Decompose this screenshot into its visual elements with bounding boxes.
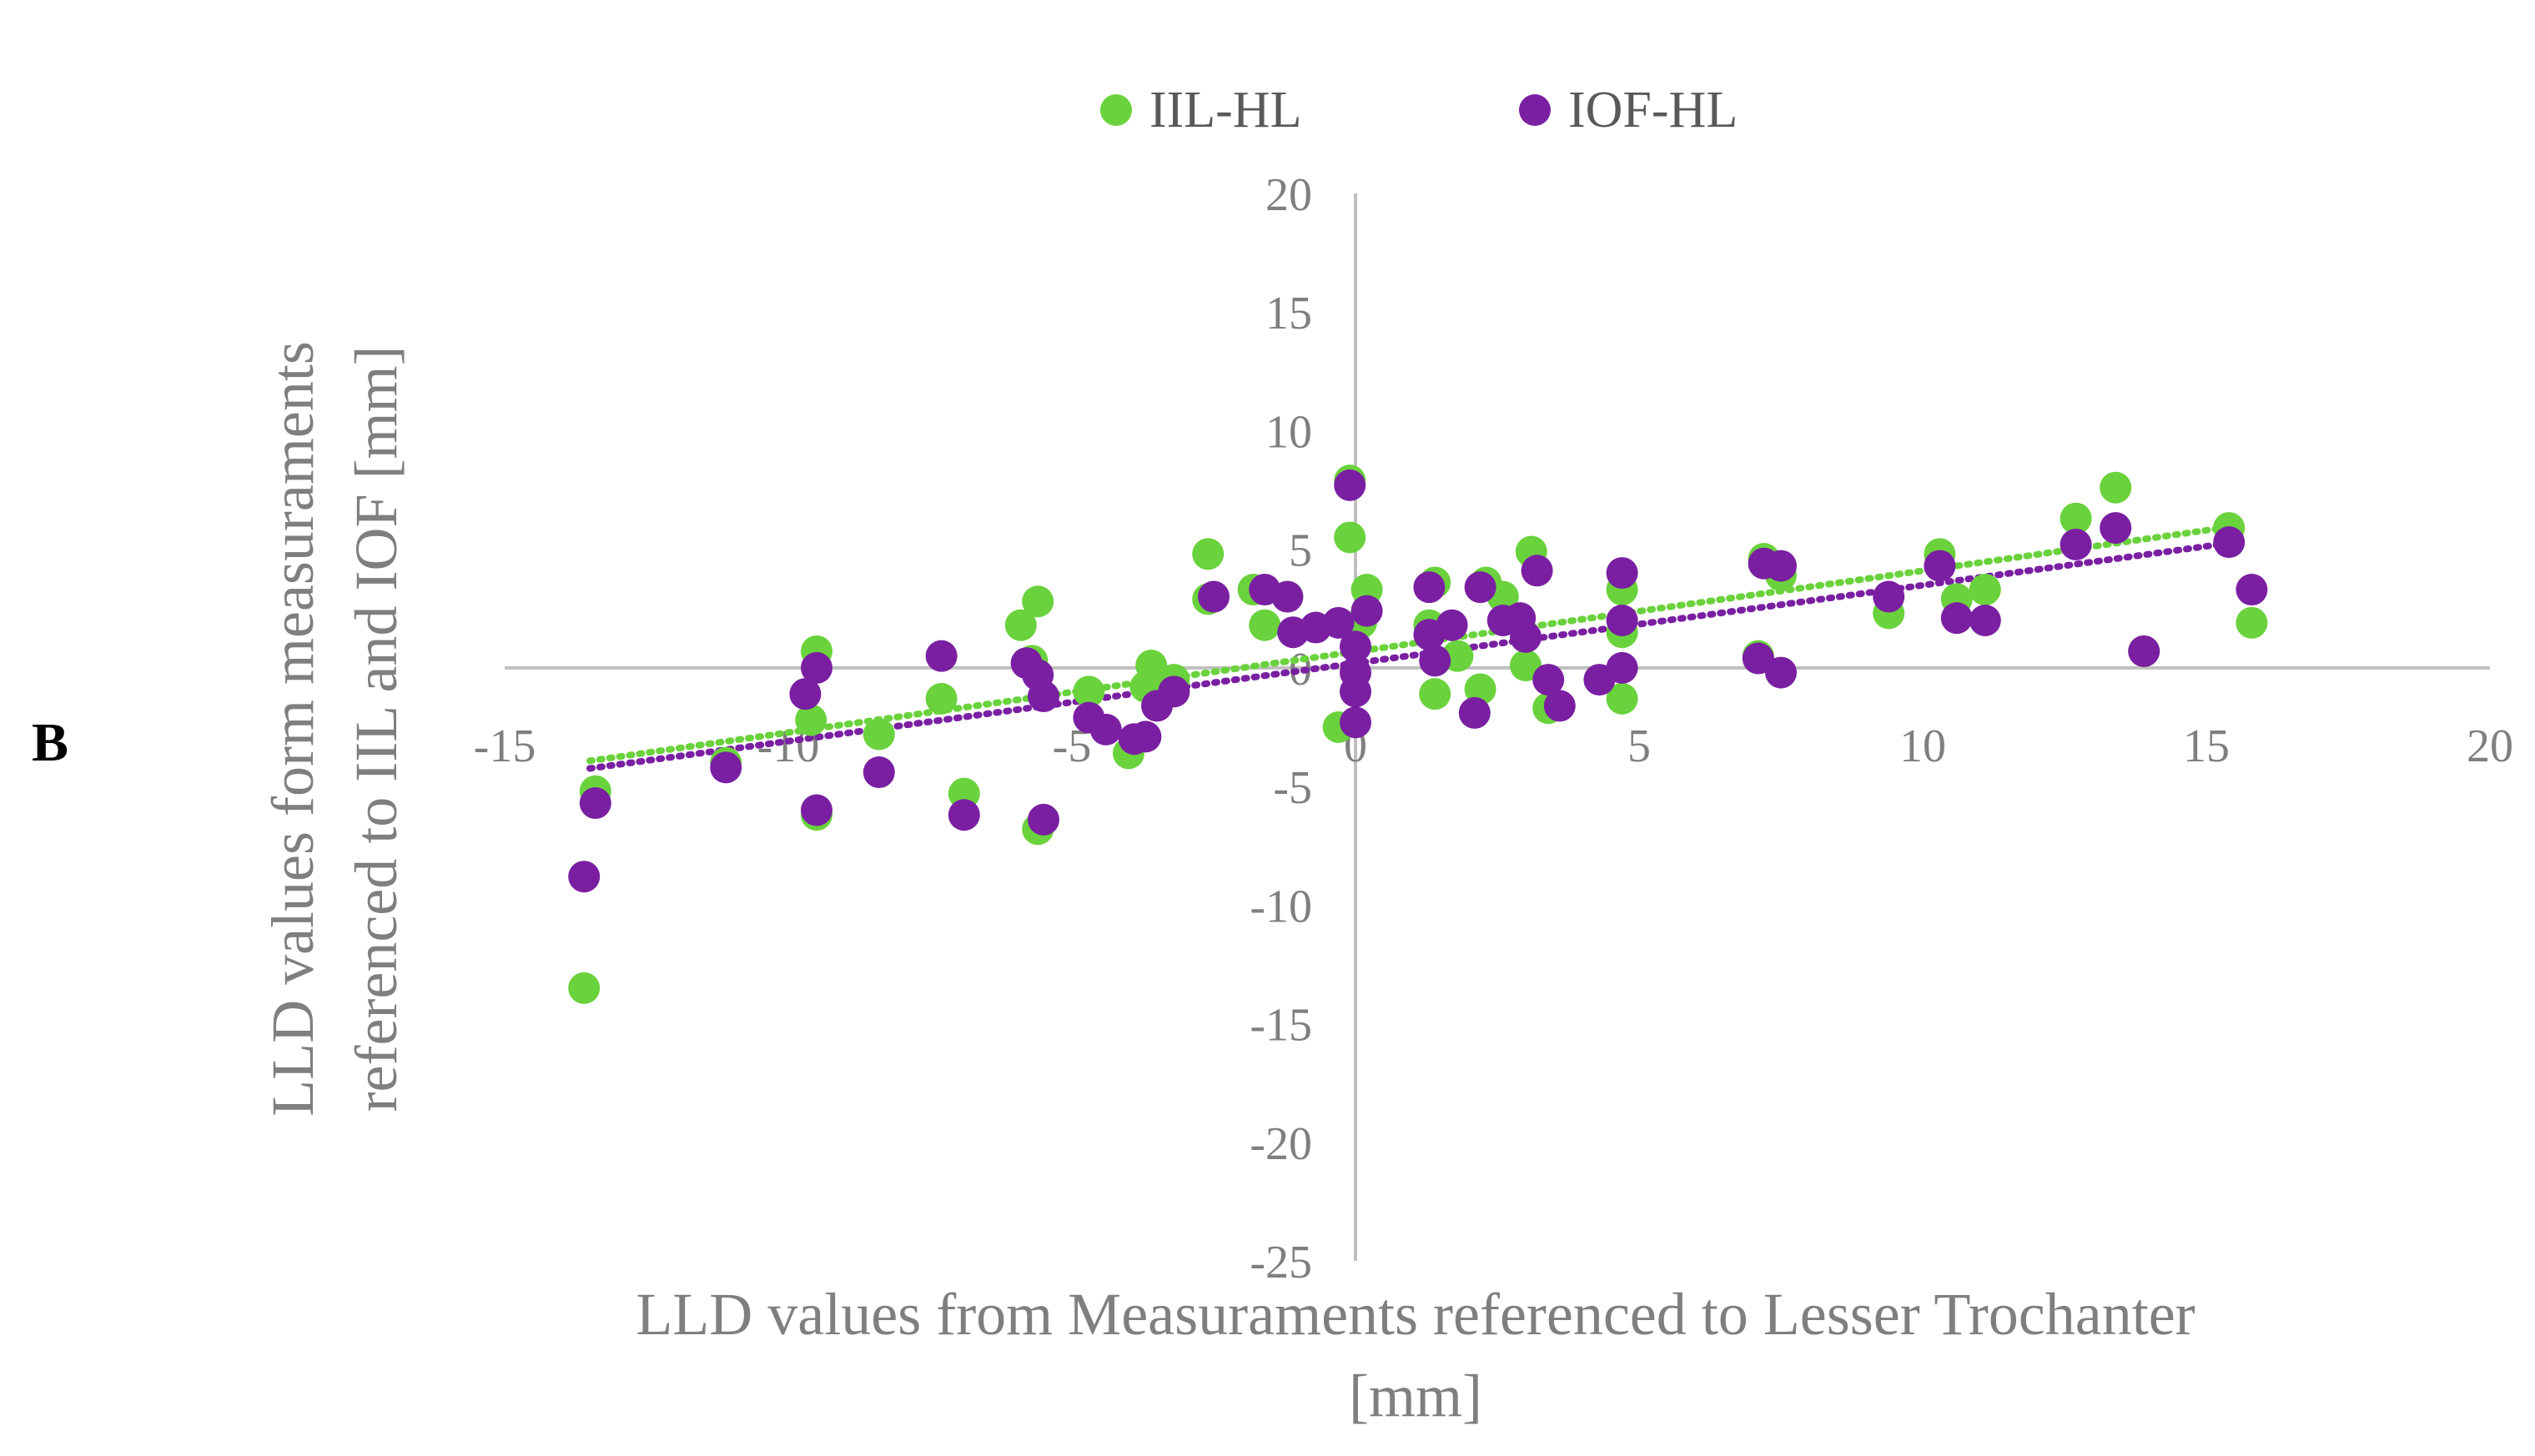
point-iof-hl <box>1521 555 1553 587</box>
point-iof-hl <box>1742 642 1774 675</box>
point-iil-hl <box>1022 585 1054 618</box>
legend-label-iil-hl: IIL-HL <box>1149 82 1301 138</box>
x-tick-label: -15 <box>474 720 536 772</box>
legend-marker-iof-hl <box>1519 94 1551 126</box>
point-iil-hl <box>1419 678 1451 710</box>
point-iil-hl <box>1969 574 2001 606</box>
y-tick-label: 5 <box>1289 525 1312 577</box>
point-iof-hl <box>568 861 601 893</box>
point-iof-hl <box>925 640 958 672</box>
point-iil-hl <box>2236 606 2268 639</box>
point-iof-hl <box>1765 656 1797 689</box>
point-iof-hl <box>1940 602 1973 635</box>
point-iof-hl <box>1606 557 1638 590</box>
y-axis-title: LLD values form measuraments referenced … <box>259 341 410 1117</box>
trendlines <box>586 523 2238 772</box>
point-iil-hl <box>1135 650 1168 682</box>
x-tick-labels: -15 -10 -5 0 5 10 15 20 <box>474 720 2513 772</box>
point-iof-hl <box>1924 550 1956 582</box>
point-iof-hl <box>2128 635 2160 667</box>
y-axis-title-line-1: LLD values form measuraments <box>259 341 326 1117</box>
point-iof-hl <box>1436 609 1468 641</box>
y-tick-label: -15 <box>1250 1000 1312 1052</box>
point-iil-hl <box>1192 538 1225 570</box>
point-iof-hl <box>801 651 832 684</box>
y-tick-label: -25 <box>1250 1237 1312 1288</box>
point-iof-hl <box>1334 469 1366 501</box>
point-iof-hl <box>1510 620 1542 653</box>
point-iof-hl <box>1969 605 2001 636</box>
point-iil-hl <box>2100 471 2132 504</box>
y-tick-label: -5 <box>1273 762 1312 814</box>
point-iil-hl <box>1004 609 1037 641</box>
legend: IIL-HL IOF-HL <box>1100 82 1738 138</box>
point-iof-hl <box>1028 680 1059 713</box>
point-iof-hl <box>1340 630 1371 663</box>
point-iof-hl <box>1340 706 1371 739</box>
point-iil-hl <box>925 682 958 715</box>
x-tick-label: 10 <box>1899 720 1946 772</box>
x-axis-title-line-1: LLD values from Measuraments referenced … <box>636 1281 2195 1348</box>
y-tick-label: -10 <box>1250 881 1312 932</box>
x-tick-label: 20 <box>2467 720 2513 772</box>
point-iil-hl <box>2060 502 2092 535</box>
point-iof-hl <box>1606 651 1638 684</box>
y-axis-title-line-2: referenced to IIL and IOF [mm] <box>343 346 410 1112</box>
point-iof-hl <box>1532 664 1565 696</box>
x-axis-title: LLD values from Measuraments referenced … <box>636 1281 2195 1429</box>
panel-label: B <box>32 712 68 773</box>
x-tick-label: 15 <box>2183 720 2230 772</box>
x-tick-label: 5 <box>1627 720 1651 772</box>
point-iof-hl <box>1873 580 1905 613</box>
legend-marker-iil-hl <box>1100 94 1132 126</box>
point-iof-hl <box>1129 720 1162 753</box>
point-iof-hl <box>710 751 742 784</box>
point-iof-hl <box>1765 550 1797 582</box>
point-iof-hl <box>863 756 895 789</box>
y-tick-label: 20 <box>1265 169 1312 221</box>
point-iof-hl <box>801 794 832 826</box>
point-iof-hl <box>2213 526 2246 559</box>
data-points <box>568 464 2268 1004</box>
point-iil-hl <box>1464 673 1496 705</box>
point-iil-hl <box>1606 682 1638 715</box>
point-iil-hl <box>1249 609 1281 641</box>
point-iof-hl <box>1340 675 1371 708</box>
x-axis-title-line-2: [mm] <box>1349 1363 1482 1429</box>
y-tick-label: 10 <box>1265 406 1312 458</box>
point-iof-hl <box>1350 595 1383 627</box>
y-tick-label: 15 <box>1265 288 1312 339</box>
point-iof-hl <box>1419 645 1451 677</box>
point-iof-hl <box>2060 528 2092 560</box>
point-iof-hl <box>1198 580 1230 613</box>
trendline-iil-hl <box>586 523 2238 765</box>
legend-label-iof-hl: IOF-HL <box>1568 82 1738 138</box>
point-iof-hl <box>1158 675 1190 708</box>
point-iof-hl <box>948 799 980 831</box>
point-iof-hl <box>1458 696 1491 729</box>
trendline-iof-hl <box>586 539 2238 772</box>
point-iil-hl <box>568 972 601 1004</box>
point-iof-hl <box>1413 571 1446 604</box>
point-iof-hl <box>2100 512 2132 545</box>
point-iof-hl <box>789 678 822 710</box>
point-iil-hl <box>1073 675 1105 708</box>
point-iof-hl <box>1543 690 1576 722</box>
point-iof-hl <box>1271 580 1304 613</box>
y-tick-label: -20 <box>1250 1118 1312 1170</box>
point-iof-hl <box>1464 571 1496 604</box>
point-iil-hl <box>795 704 827 736</box>
point-iof-hl <box>1028 803 1059 836</box>
point-iof-hl <box>1606 605 1638 636</box>
point-iil-hl <box>1510 650 1542 682</box>
point-iof-hl <box>1322 606 1355 639</box>
point-iof-hl <box>1089 713 1122 746</box>
point-iil-hl <box>1334 521 1366 554</box>
point-iil-hl <box>863 718 895 751</box>
point-iof-hl <box>579 787 611 820</box>
point-iof-hl <box>2236 574 2268 606</box>
